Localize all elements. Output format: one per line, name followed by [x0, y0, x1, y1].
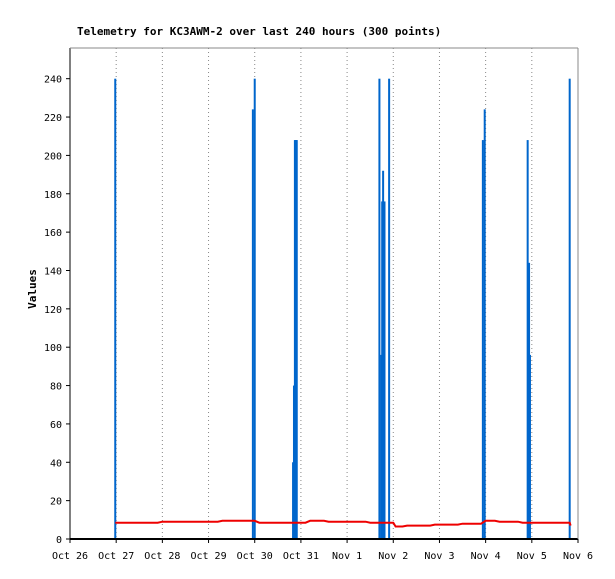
telemetry-bar — [251, 109, 254, 539]
y-tick-label: 80 — [50, 382, 62, 393]
y-tick-label: 100 — [44, 343, 62, 354]
plot-axes — [66, 47, 579, 543]
y-axis-label: Values — [26, 269, 39, 309]
plot-grid — [115, 48, 533, 539]
telemetry-bar — [295, 140, 298, 539]
y-tick-label: 140 — [44, 266, 62, 277]
y-tick-label: 180 — [44, 190, 62, 201]
telemetry-line — [115, 519, 572, 528]
telemetry-bar — [378, 78, 381, 539]
bar-series — [114, 78, 571, 539]
y-tick-label: 120 — [44, 305, 62, 316]
tick-labels: 0 20 40 60 80 100 120 140 160 180 200 220 240 Oct 26 O… — [44, 75, 593, 562]
telemetry-bar — [568, 78, 571, 539]
x-tick-label: Oct 27 — [98, 551, 134, 562]
x-tick-label: Nov 5 — [517, 551, 547, 562]
line-series — [115, 519, 572, 528]
x-tick-label: Oct 26 — [52, 551, 88, 562]
x-tick-label: Nov 3 — [424, 551, 454, 562]
y-tick-label: 0 — [56, 535, 62, 546]
y-tick-label: 240 — [44, 75, 62, 86]
telemetry-bar — [114, 78, 117, 539]
telemetry-bar — [388, 78, 391, 539]
telemetry-bar — [526, 140, 529, 539]
y-tick-label: 20 — [50, 497, 62, 508]
x-tick-label: Oct 30 — [237, 551, 273, 562]
y-tick-label: 200 — [44, 151, 62, 162]
chart-title: Telemetry for KC3AWM-2 over last 240 hou… — [77, 25, 441, 38]
telemetry-bar — [253, 78, 256, 539]
telemetry-bar — [481, 140, 484, 539]
y-tick-label: 220 — [44, 113, 62, 124]
y-tick-label: 40 — [50, 458, 62, 469]
x-tick-label: Oct 29 — [190, 551, 226, 562]
x-tick-label: Nov 6 — [563, 551, 593, 562]
y-tick-label: 160 — [44, 228, 62, 239]
telemetry-bar — [528, 354, 531, 539]
x-tick-label: Nov 4 — [471, 551, 501, 562]
x-tick-label: Nov 2 — [378, 551, 408, 562]
y-tick-label: 60 — [50, 420, 62, 431]
telemetry-bar — [383, 201, 386, 539]
x-tick-label: Nov 1 — [332, 551, 362, 562]
telemetry-bar — [382, 170, 385, 539]
x-tick-label: Oct 31 — [283, 551, 319, 562]
x-tick-label: Oct 28 — [144, 551, 180, 562]
telemetry-bar — [483, 109, 486, 539]
